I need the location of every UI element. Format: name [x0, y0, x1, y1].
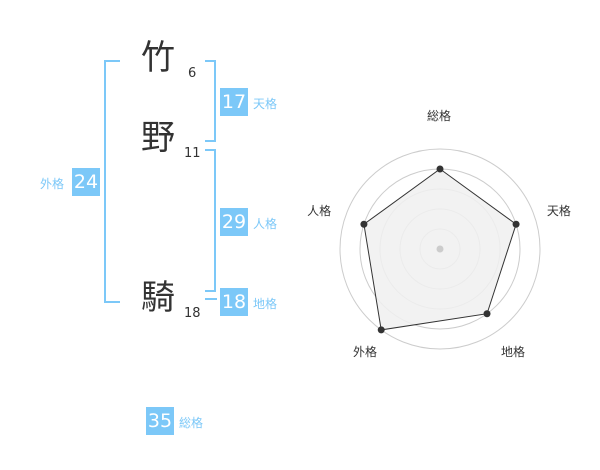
radar-axis-label: 天格 [546, 204, 571, 219]
soukaku-label: 総格 [179, 416, 204, 430]
tenkaku-label: 天格 [253, 97, 278, 111]
radar-point [483, 310, 491, 318]
soukaku-value: 35 [146, 407, 174, 435]
tenkaku-bracket [205, 60, 216, 142]
radar-center [436, 245, 444, 253]
stroke-count-1: 6 [188, 66, 197, 81]
radar-ring [339, 148, 541, 350]
radar-axis-label: 総格 [427, 109, 452, 123]
radar-axis-label: 外格 [352, 344, 377, 359]
jinkaku-bracket [205, 149, 216, 292]
chikaku-connector [205, 298, 217, 300]
stroke-count-3: 18 [184, 306, 201, 321]
radar-point [377, 326, 385, 334]
tenkaku-value: 17 [220, 88, 248, 116]
radar-point [360, 220, 368, 228]
gaikaku-bracket [104, 60, 120, 303]
jinkaku-label: 人格 [253, 217, 278, 231]
radar-point [436, 165, 444, 173]
radar-axis-label: 人格 [307, 204, 332, 219]
stroke-count-2: 11 [184, 146, 201, 161]
chikaku-value: 18 [220, 288, 248, 316]
gaikaku-label: 外格 [40, 177, 65, 191]
name-char-1: 竹 [141, 38, 175, 78]
radar-axis-label: 地格 [501, 344, 526, 359]
jinkaku-value: 29 [220, 208, 248, 236]
gaikaku-value: 24 [72, 168, 100, 196]
radar-point [512, 220, 520, 228]
name-char-3: 騎 [141, 278, 175, 318]
chikaku-label: 地格 [253, 297, 278, 311]
name-char-2: 野 [141, 118, 175, 158]
